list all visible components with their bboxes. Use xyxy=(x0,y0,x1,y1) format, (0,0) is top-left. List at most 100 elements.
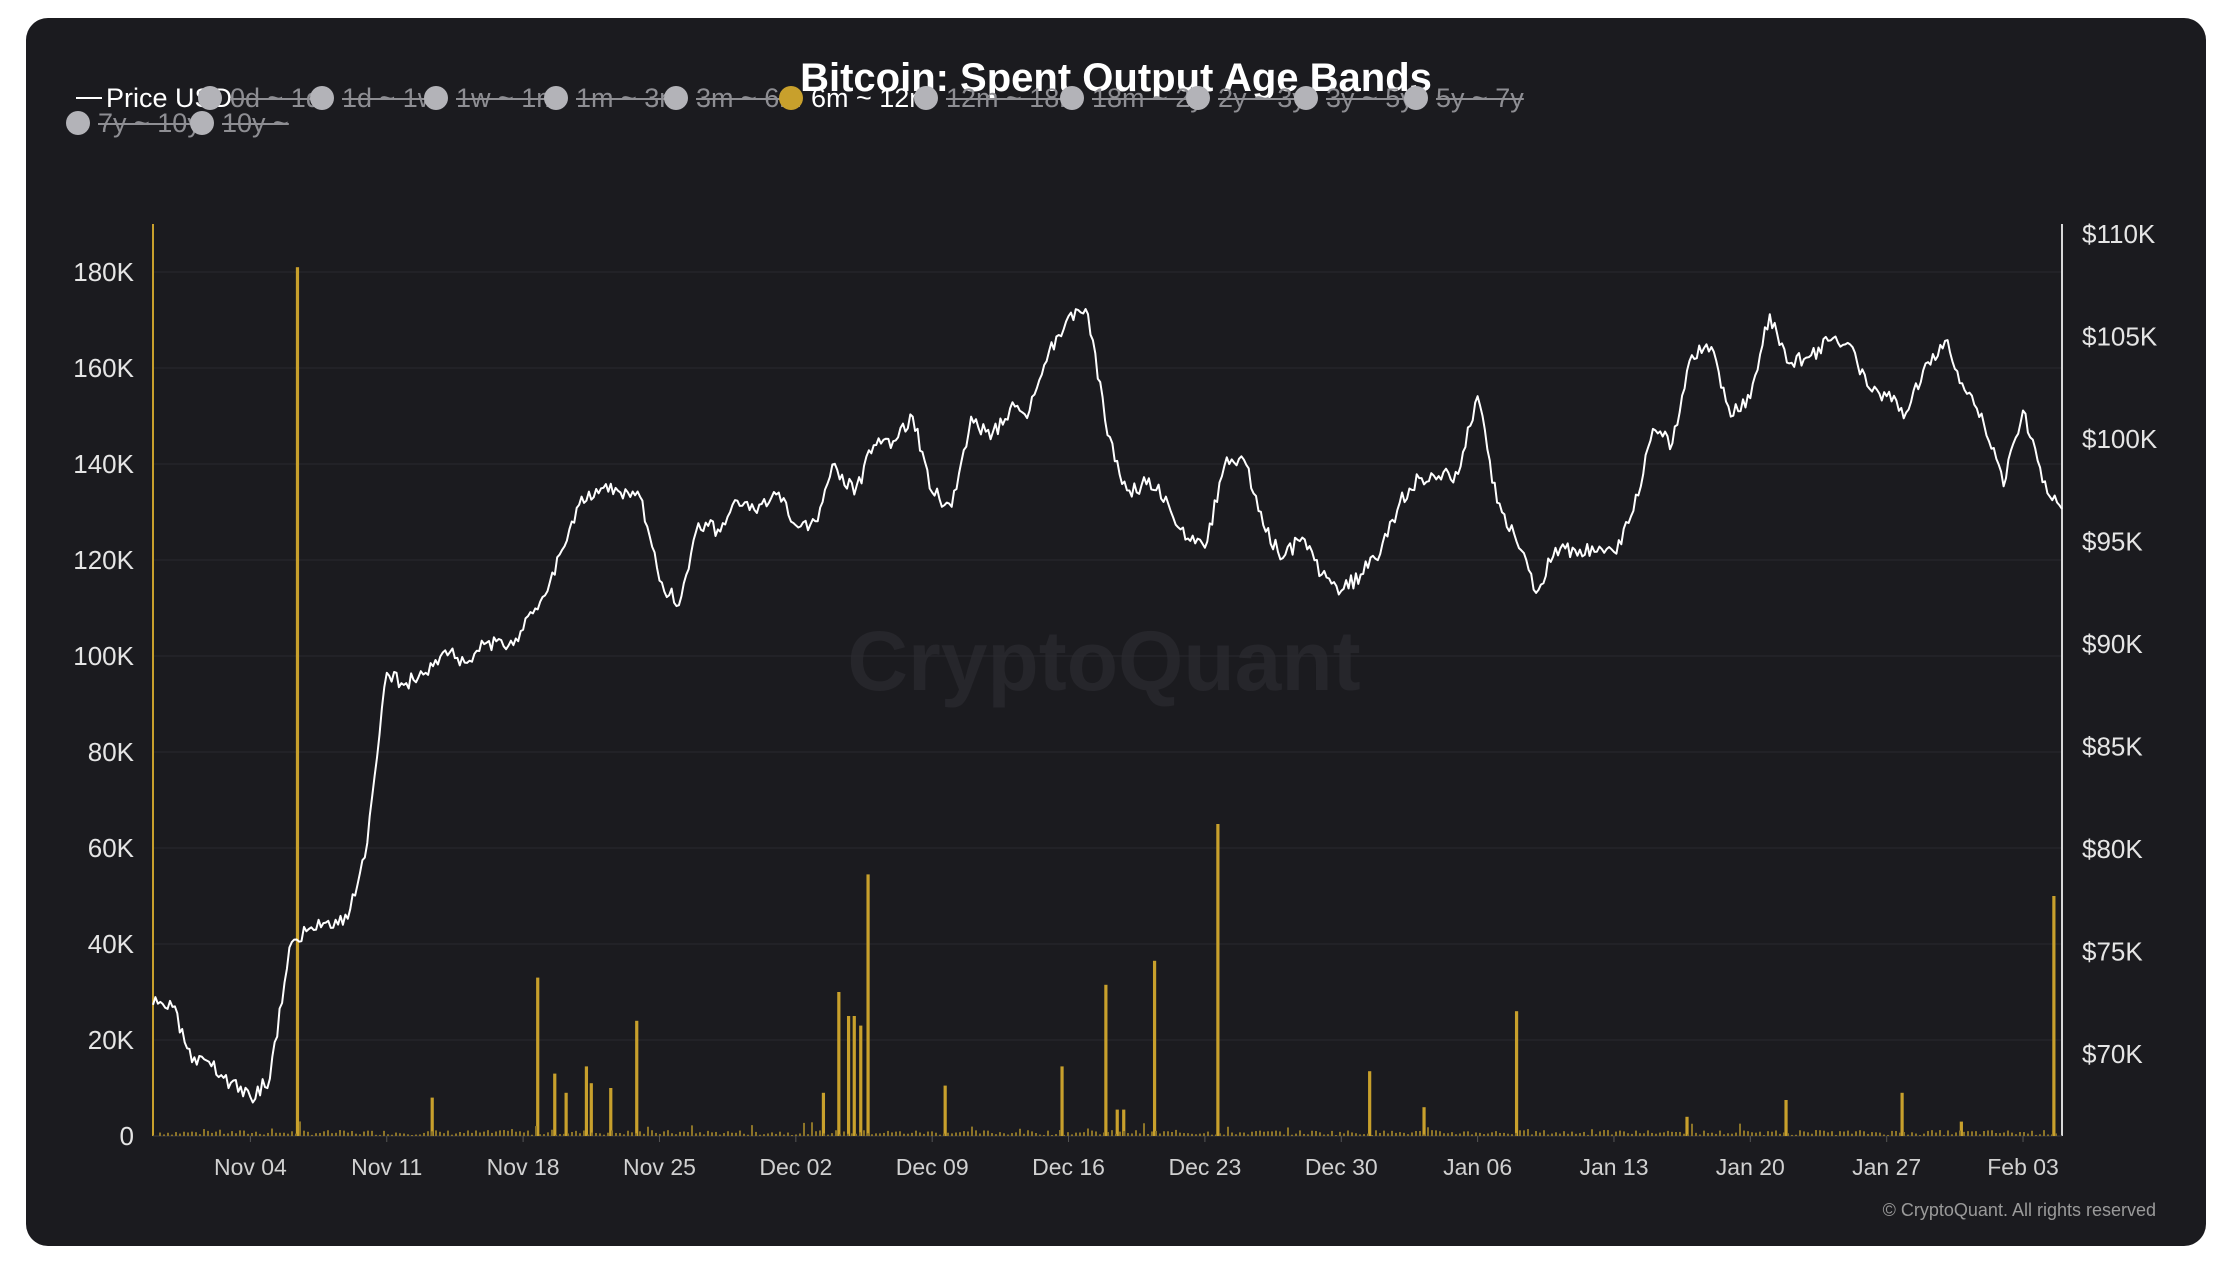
baseline-bar xyxy=(1899,1132,1901,1136)
baseline-bar xyxy=(1911,1132,1913,1136)
baseline-bar xyxy=(447,1130,449,1136)
baseline-bar xyxy=(1091,1130,1093,1136)
baseline-bar xyxy=(1067,1132,1069,1136)
baseline-bar xyxy=(519,1131,521,1136)
baseline-bar xyxy=(2027,1133,2029,1136)
baseline-bar xyxy=(1235,1134,1237,1136)
baseline-bar xyxy=(1771,1131,1773,1136)
baseline-bar xyxy=(1727,1133,1729,1136)
baseline-bar xyxy=(887,1130,889,1136)
baseline-bar xyxy=(1679,1131,1681,1136)
baseline-bar xyxy=(303,1130,305,1136)
baseline-bar xyxy=(211,1132,213,1136)
baseline-bar xyxy=(299,1121,301,1136)
baseline-bar xyxy=(1603,1130,1605,1136)
baseline-bar xyxy=(983,1130,985,1136)
baseline-bar xyxy=(1795,1134,1797,1136)
x-tick-label: Nov 18 xyxy=(487,1154,560,1180)
baseline-bar xyxy=(759,1134,761,1136)
legend-dot-marker xyxy=(424,86,448,110)
legend-dot-marker xyxy=(310,86,334,110)
baseline-bar xyxy=(595,1132,597,1136)
bar xyxy=(564,1092,568,1136)
baseline-bar xyxy=(1311,1130,1313,1136)
baseline-bar xyxy=(1295,1133,1297,1136)
legend-item: 2y ~ 3y xyxy=(1186,83,1306,113)
baseline-bar xyxy=(235,1133,237,1136)
legend-dot-marker xyxy=(1186,86,1210,110)
baseline-bar xyxy=(787,1132,789,1136)
baseline-bar xyxy=(575,1130,577,1136)
baseline-bar xyxy=(679,1131,681,1136)
baseline-bar xyxy=(1759,1131,1761,1136)
baseline-bar xyxy=(1351,1132,1353,1136)
legend-dot-marker xyxy=(544,86,568,110)
baseline-bar xyxy=(1883,1134,1885,1136)
baseline-bar xyxy=(1799,1130,1801,1136)
baseline-bar xyxy=(695,1133,697,1136)
baseline-bar xyxy=(1339,1131,1341,1136)
baseline-bar xyxy=(615,1132,617,1136)
baseline-bar xyxy=(951,1133,953,1136)
baseline-bar xyxy=(659,1133,661,1136)
baseline-bar xyxy=(1075,1132,1077,1136)
baseline-bar xyxy=(1375,1130,1377,1136)
baseline-bar xyxy=(515,1131,517,1136)
baseline-bar xyxy=(1647,1130,1649,1136)
baseline-bar xyxy=(351,1131,353,1136)
baseline-bar xyxy=(1395,1132,1397,1136)
baseline-bar xyxy=(819,1130,821,1136)
y-left-tick-label: 100K xyxy=(73,641,134,671)
baseline-bar xyxy=(1051,1134,1053,1136)
baseline-bar xyxy=(851,1133,853,1136)
baseline-bar xyxy=(295,1133,297,1136)
baseline-bar xyxy=(1703,1130,1705,1136)
baseline-bar xyxy=(1031,1131,1033,1136)
baseline-bar xyxy=(1147,1133,1149,1136)
baseline-bar xyxy=(2007,1130,2009,1136)
baseline-bar xyxy=(1315,1130,1317,1136)
bar xyxy=(430,1097,434,1136)
x-tick-label: Dec 02 xyxy=(759,1154,832,1180)
baseline-bar xyxy=(1155,1130,1157,1136)
baseline-bar xyxy=(2019,1132,2021,1136)
baseline-bar xyxy=(1119,1131,1121,1136)
baseline-bar xyxy=(607,1132,609,1136)
baseline-bar xyxy=(1175,1129,1177,1136)
baseline-bar xyxy=(1907,1134,1909,1136)
baseline-bar xyxy=(543,1134,545,1136)
legend-item: 1m ~ 3m xyxy=(544,83,682,113)
legend-dot-marker xyxy=(1060,86,1084,110)
legend-item: 18m ~ 2y xyxy=(1060,83,1204,113)
baseline-bar xyxy=(1239,1132,1241,1136)
baseline-bar xyxy=(1719,1130,1721,1136)
baseline-bar xyxy=(1183,1133,1185,1136)
baseline-bar xyxy=(1683,1133,1685,1136)
baseline-bar xyxy=(827,1134,829,1136)
baseline-bar xyxy=(1219,1133,1221,1136)
baseline-bar xyxy=(943,1133,945,1136)
baseline-bar xyxy=(1539,1132,1541,1136)
baseline-bar xyxy=(1999,1133,2001,1136)
bar xyxy=(584,1066,589,1136)
baseline-bar xyxy=(2035,1134,2037,1136)
baseline-bar xyxy=(259,1133,261,1136)
baseline-bar xyxy=(1343,1133,1345,1136)
baseline-bar xyxy=(1391,1130,1393,1136)
baseline-bar xyxy=(1279,1131,1281,1136)
baseline-bar xyxy=(927,1131,929,1136)
baseline-bar xyxy=(1811,1133,1813,1136)
baseline-bar xyxy=(383,1130,385,1136)
baseline-bar xyxy=(923,1133,925,1136)
baseline-bar xyxy=(619,1133,621,1136)
baseline-bar xyxy=(271,1128,273,1136)
right-axis-ticks: $70K $75K $80K $85K $90K $95K $100K $105K $110K xyxy=(2082,219,2158,1069)
x-axis-ticks: Nov 04 Nov 11 Nov 18 Nov 25 Dec 02 Dec 09 Dec … xyxy=(214,1136,2059,1180)
baseline-bar xyxy=(795,1134,797,1136)
baseline-bar xyxy=(1967,1131,1969,1136)
baseline-bar xyxy=(159,1132,161,1136)
baseline-bar xyxy=(571,1132,573,1136)
baseline-bar xyxy=(987,1130,989,1136)
baseline-bar xyxy=(1055,1134,1057,1136)
baseline-bar xyxy=(527,1130,529,1136)
